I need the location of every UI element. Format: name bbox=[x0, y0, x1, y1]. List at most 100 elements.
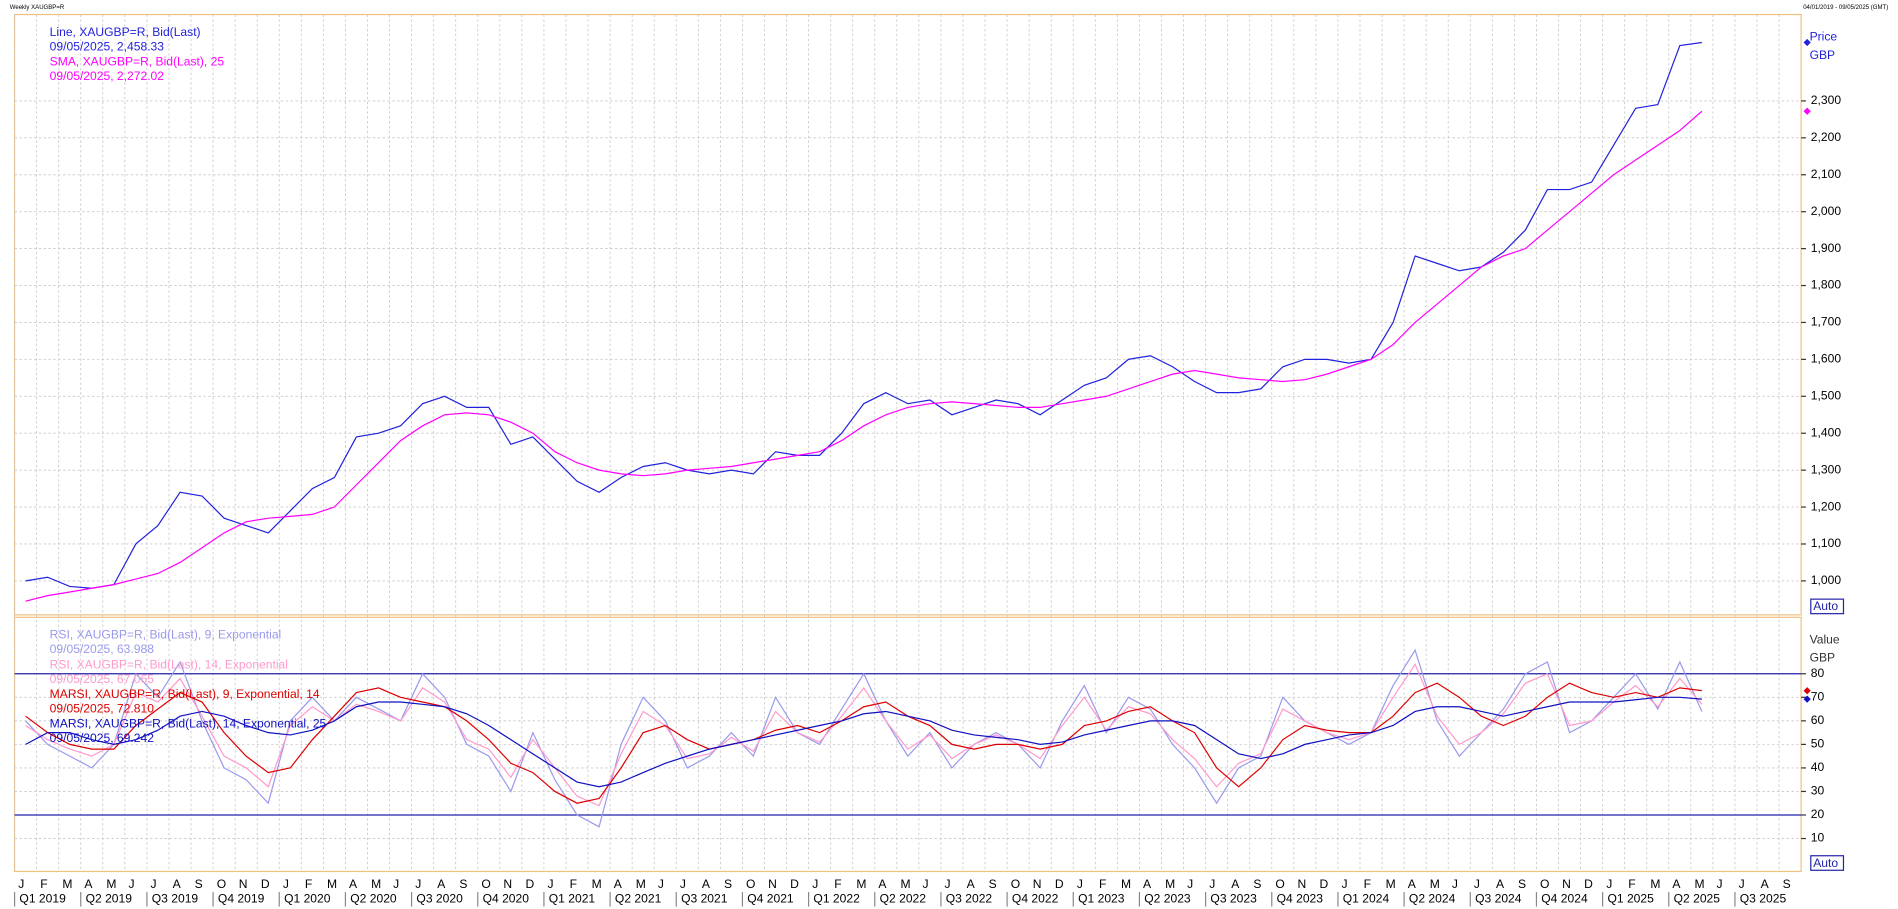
legend-last-value: 09/05/2025, 67.065 bbox=[50, 672, 155, 686]
legend-name: RSI, XAUGBP=R, Bid(Last), 9, Exponential bbox=[50, 628, 282, 642]
quarter-label: Q1 2022 bbox=[813, 892, 860, 906]
x-tick-label: F bbox=[305, 877, 312, 891]
x-tick-label: J bbox=[812, 877, 818, 891]
quarter-label: Q3 2023 bbox=[1210, 892, 1257, 906]
x-tick-label: J bbox=[1187, 877, 1193, 891]
legend-name: SMA, XAUGBP=R, Bid(Last), 25 bbox=[50, 55, 225, 69]
quarter-label: Q1 2019 bbox=[19, 892, 66, 906]
legend-last-value: 09/05/2025, 72.810 bbox=[50, 701, 155, 715]
y-tick-label: 10 bbox=[1811, 831, 1825, 845]
y-tick-label: 1,700 bbox=[1811, 315, 1842, 329]
x-tick-label: M bbox=[1694, 877, 1704, 891]
x-tick-label: O bbox=[1011, 877, 1020, 891]
x-tick-label: A bbox=[1143, 877, 1152, 891]
quarter-label: Q3 2022 bbox=[946, 892, 993, 906]
quarter-label: Q2 2023 bbox=[1144, 892, 1191, 906]
legend-last-value: 09/05/2025, 2,458.33 bbox=[50, 39, 165, 53]
quarter-label: Q3 2021 bbox=[681, 892, 728, 906]
x-tick-label: S bbox=[1783, 877, 1791, 891]
auto-label: Auto bbox=[1813, 856, 1838, 870]
x-tick-label: J bbox=[415, 877, 421, 891]
quarter-label: Q3 2025 bbox=[1740, 892, 1787, 906]
quarter-label: Q4 2020 bbox=[483, 892, 530, 906]
y-tick-label: 1,200 bbox=[1811, 499, 1842, 513]
auto-button bbox=[1810, 855, 1845, 871]
series-line bbox=[25, 110, 1703, 602]
x-tick-label: J bbox=[151, 877, 157, 891]
axis-title: Value bbox=[1810, 632, 1840, 646]
x-tick-label: S bbox=[459, 877, 467, 891]
y-tick-label: 2,000 bbox=[1811, 204, 1842, 218]
x-tick-label: N bbox=[768, 877, 777, 891]
x-tick-label: J bbox=[1474, 877, 1480, 891]
chart-title: Weekly XAUGBP=R bbox=[10, 5, 65, 11]
series-line bbox=[25, 41, 1702, 589]
axis-title: Price bbox=[1810, 30, 1838, 44]
x-tick-label: A bbox=[84, 877, 93, 891]
x-tick-label: D bbox=[1320, 877, 1329, 891]
y-tick-label: 50 bbox=[1811, 737, 1825, 751]
x-tick-label: A bbox=[878, 877, 887, 891]
x-tick-label: F bbox=[834, 877, 841, 891]
y-tick-label: 2,300 bbox=[1811, 93, 1842, 107]
x-tick-label: M bbox=[1430, 877, 1440, 891]
x-tick-label: S bbox=[724, 877, 732, 891]
legend-name: MARSI, XAUGBP=R, Bid(Last), 9, Exponenti… bbox=[50, 687, 320, 701]
x-tick-label: M bbox=[371, 877, 381, 891]
series-line bbox=[25, 663, 1703, 807]
y-tick-label: 2,100 bbox=[1811, 167, 1842, 181]
legend-last-value: 09/05/2025, 2,272.02 bbox=[50, 69, 165, 83]
y-tick-label: 60 bbox=[1811, 713, 1825, 727]
quarter-label: Q4 2022 bbox=[1012, 892, 1059, 906]
x-tick-label: M bbox=[592, 877, 602, 891]
x-tick-label: M bbox=[1121, 877, 1131, 891]
x-tick-label: M bbox=[1165, 877, 1175, 891]
quarter-label: Q2 2019 bbox=[86, 892, 133, 906]
quarter-label: Q2 2025 bbox=[1674, 892, 1721, 906]
y-tick-label: 70 bbox=[1811, 690, 1825, 704]
axis-unit: GBP bbox=[1810, 48, 1836, 62]
x-tick-label: J bbox=[128, 877, 134, 891]
y-tick-label: 1,800 bbox=[1811, 278, 1842, 292]
y-tick-label: 40 bbox=[1811, 760, 1825, 774]
x-tick-label: D bbox=[1584, 877, 1593, 891]
x-tick-label: A bbox=[349, 877, 358, 891]
x-tick-label: S bbox=[1253, 877, 1261, 891]
quarter-label: Q1 2020 bbox=[284, 892, 331, 906]
y-tick-label: 1,600 bbox=[1811, 352, 1842, 366]
x-tick-label: D bbox=[790, 877, 799, 891]
x-tick-label: A bbox=[1761, 877, 1770, 891]
x-tick-label: J bbox=[945, 877, 951, 891]
quarter-label: Q4 2021 bbox=[747, 892, 794, 906]
x-tick-label: M bbox=[1386, 877, 1396, 891]
x-tick-label: D bbox=[525, 877, 534, 891]
x-tick-label: A bbox=[437, 877, 446, 891]
x-tick-label: N bbox=[239, 877, 248, 891]
x-tick-label: J bbox=[1077, 877, 1083, 891]
quarter-label: Q4 2024 bbox=[1541, 892, 1588, 906]
x-tick-label: N bbox=[503, 877, 512, 891]
x-tick-label: F bbox=[570, 877, 577, 891]
x-tick-label: A bbox=[967, 877, 976, 891]
x-tick-label: O bbox=[746, 877, 755, 891]
x-tick-label: S bbox=[1518, 877, 1526, 891]
quarter-label: Q1 2021 bbox=[549, 892, 596, 906]
x-tick-label: J bbox=[1209, 877, 1215, 891]
x-tick-label: D bbox=[261, 877, 270, 891]
x-tick-label: O bbox=[217, 877, 226, 891]
auto-label: Auto bbox=[1813, 599, 1838, 613]
quarter-label: Q4 2019 bbox=[218, 892, 265, 906]
x-tick-label: M bbox=[636, 877, 646, 891]
quarter-label: Q1 2024 bbox=[1343, 892, 1390, 906]
x-tick-label: M bbox=[106, 877, 116, 891]
x-tick-label: M bbox=[856, 877, 866, 891]
x-tick-label: J bbox=[658, 877, 664, 891]
y-tick-label: 1,000 bbox=[1811, 573, 1842, 587]
x-tick-label: N bbox=[1033, 877, 1042, 891]
x-tick-label: J bbox=[680, 877, 686, 891]
quarter-label: Q4 2023 bbox=[1277, 892, 1324, 906]
series-line bbox=[25, 682, 1702, 804]
legend-name: Line, XAUGBP=R, Bid(Last) bbox=[50, 25, 201, 39]
x-tick-label: A bbox=[1496, 877, 1505, 891]
